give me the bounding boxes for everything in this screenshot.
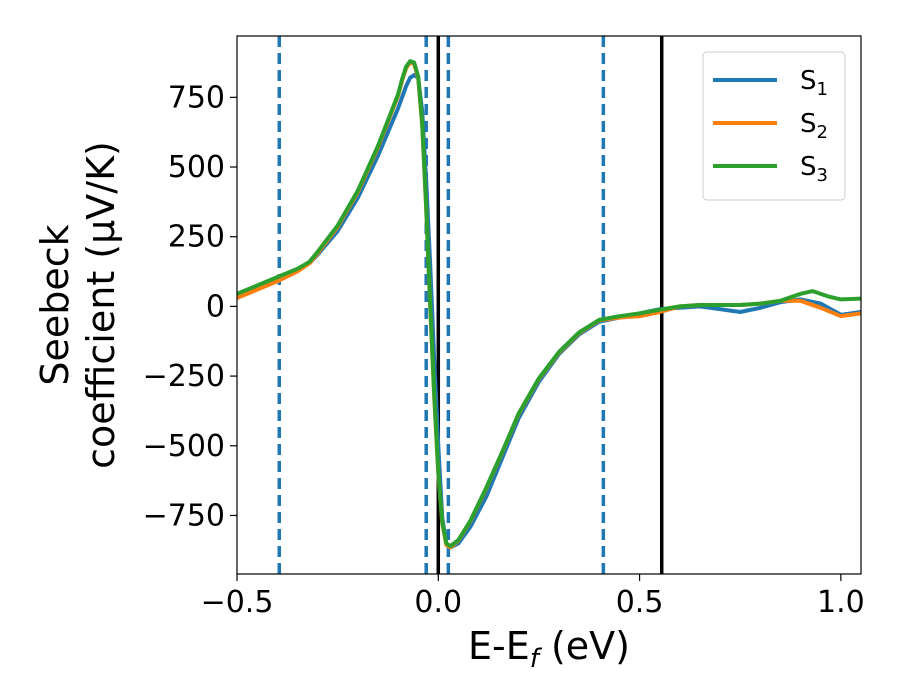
plot-frame — [236, 35, 862, 575]
x-tick-label-2: 0.5 — [616, 585, 664, 620]
y-tick-label-1: −500 — [143, 429, 225, 464]
y-axis-label: Seebeck coefficient (μV/K) — [33, 141, 123, 469]
x-axis-ticks: −0.5 0.0 0.5 1.0 — [201, 574, 865, 620]
y-tick-label-4: 250 — [168, 220, 225, 255]
y-tick-label-2: −250 — [143, 359, 225, 394]
x-tick-label-1: 0.0 — [414, 585, 462, 620]
y-tick-label-0: −750 — [143, 498, 225, 533]
legend-label-2: S2 — [800, 109, 828, 143]
y-axis-ticks: −750 −500 −250 0 250 500 750 — [143, 80, 237, 533]
legend-label-1: S1 — [800, 66, 828, 100]
y-axis-label-line1: Seebeck — [33, 224, 77, 385]
x-axis-label: E-Ef (eV) — [468, 624, 630, 674]
series-line-3 — [237, 59, 861, 549]
x-tick-label-0: −0.5 — [201, 585, 274, 620]
y-tick-label-5: 500 — [168, 150, 225, 185]
legend-label-3: S3 — [800, 152, 828, 186]
series-layer — [237, 59, 861, 550]
y-tick-label-3: 0 — [206, 289, 225, 324]
legend-box — [702, 51, 846, 201]
x-tick-label-3: 1.0 — [817, 585, 865, 620]
y-axis-label-line2: coefficient (μV/K) — [79, 141, 123, 469]
legend: S1 S2 S3 — [702, 51, 846, 201]
reference-lines — [277, 36, 664, 574]
y-tick-label-6: 750 — [168, 80, 225, 115]
